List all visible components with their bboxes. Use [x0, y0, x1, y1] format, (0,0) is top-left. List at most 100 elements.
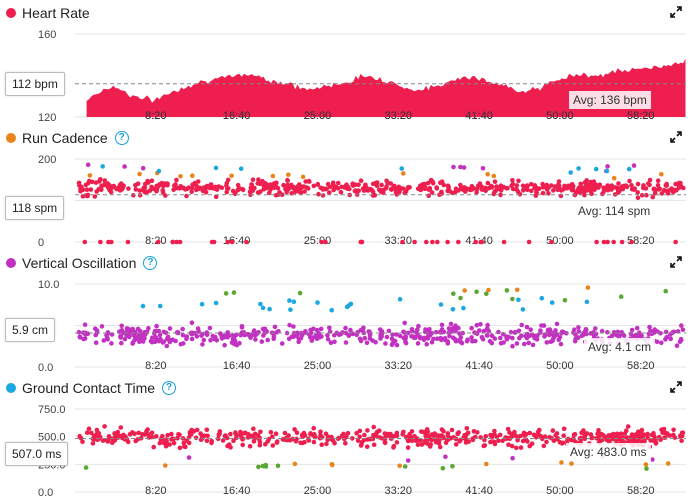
data-point: [177, 445, 183, 451]
expand-icon[interactable]: [670, 6, 682, 18]
help-icon[interactable]: ?: [162, 381, 177, 395]
data-point: [173, 182, 178, 187]
x-tick-label: 33:20: [385, 360, 413, 372]
x-tick-label: 25:00: [304, 110, 332, 122]
data-point: [629, 327, 635, 333]
data-point: [576, 325, 581, 330]
data-point: [276, 328, 281, 334]
data-point: [393, 187, 398, 192]
data-point: [137, 334, 142, 340]
data-point: [401, 335, 407, 341]
data-point: [302, 189, 307, 194]
vertical-oscillation-legend-dot: [6, 258, 16, 268]
help-icon[interactable]: ?: [143, 256, 158, 270]
data-point: [96, 431, 102, 436]
data-point: [84, 430, 90, 435]
y-tick-label: 0.0: [38, 487, 53, 499]
data-point: [230, 239, 235, 245]
data-point: [323, 239, 328, 245]
data-point: [581, 186, 587, 191]
data-point: [201, 185, 207, 190]
data-point: [240, 442, 245, 448]
expand-icon[interactable]: [670, 256, 682, 268]
data-point: [619, 437, 625, 443]
data-point: [238, 433, 243, 438]
data-point: [311, 439, 317, 445]
data-point: [189, 320, 195, 325]
data-point: [300, 174, 306, 180]
data-point: [383, 341, 388, 346]
data-point: [189, 427, 194, 433]
data-point: [99, 183, 104, 189]
data-point: [434, 186, 440, 191]
data-point: [329, 307, 335, 313]
data-point: [453, 323, 458, 328]
heart-rate-legend-dot: [6, 8, 16, 18]
data-point: [80, 439, 85, 445]
data-point: [438, 180, 443, 185]
data-point: [180, 326, 185, 332]
data-point: [213, 334, 218, 340]
ground-contact-time-chart[interactable]: 750.0500.0250.00.08:2016:4025:0033:2041:…: [0, 397, 690, 500]
x-tick-label: 50:00: [546, 485, 574, 497]
data-point: [488, 432, 493, 438]
x-tick-label: 58:20: [627, 235, 655, 247]
help-icon[interactable]: ?: [114, 131, 129, 145]
data-point: [378, 189, 384, 195]
data-point: [107, 182, 112, 188]
data-point: [350, 436, 355, 441]
heart-rate-cursor-value: 112 bpm: [5, 72, 65, 96]
data-point: [516, 297, 521, 303]
data-point: [142, 185, 148, 190]
data-point: [435, 433, 440, 438]
data-point: [449, 427, 455, 433]
data-point: [632, 439, 638, 444]
data-point: [538, 433, 544, 439]
data-point: [382, 439, 388, 445]
data-point: [311, 183, 317, 189]
data-point: [200, 331, 205, 337]
data-point: [247, 189, 253, 195]
x-tick-label: 58:20: [627, 485, 655, 497]
data-point: [229, 340, 235, 345]
data-point: [272, 324, 278, 330]
data-point: [680, 430, 686, 435]
data-point: [510, 343, 515, 349]
data-point: [294, 430, 300, 435]
data-point: [605, 183, 610, 188]
data-point: [655, 178, 661, 183]
expand-icon[interactable]: [670, 381, 682, 393]
x-tick-label: 16:40: [223, 235, 251, 247]
data-point: [198, 431, 203, 436]
data-point: [658, 331, 663, 336]
data-point: [441, 182, 447, 188]
vertical-oscillation-chart[interactable]: 10.05.00.08:2016:4025:0033:2041:4050:005…: [0, 272, 690, 375]
data-point: [510, 296, 515, 302]
x-tick-label: 58:20: [627, 360, 655, 372]
expand-icon[interactable]: [670, 131, 682, 143]
data-point: [81, 336, 86, 342]
x-tick-label: 50:00: [546, 110, 574, 122]
data-point: [417, 438, 423, 443]
data-point: [145, 178, 150, 184]
data-point: [427, 187, 433, 192]
data-point: [458, 335, 464, 340]
data-point: [598, 431, 604, 437]
data-point: [352, 188, 358, 194]
data-point: [130, 326, 135, 332]
data-point: [183, 187, 188, 192]
data-point: [285, 187, 291, 192]
data-point: [154, 335, 159, 340]
data-point: [303, 330, 309, 335]
heart-rate-chart[interactable]: 160 120 8:20 16:40 25:00 33:20 41:40 50:00 58:20…: [0, 22, 690, 125]
data-point: [295, 184, 301, 190]
x-tick-label: 58:20: [627, 110, 655, 122]
data-point: [89, 430, 94, 436]
data-point: [481, 443, 487, 449]
data-point: [180, 332, 186, 338]
data-point: [88, 187, 94, 192]
data-point: [126, 186, 131, 191]
data-point: [498, 192, 503, 198]
data-point: [160, 340, 166, 345]
run-cadence-chart[interactable]: 20010008:2016:4025:0033:2041:4050:0058:2…: [0, 147, 690, 250]
